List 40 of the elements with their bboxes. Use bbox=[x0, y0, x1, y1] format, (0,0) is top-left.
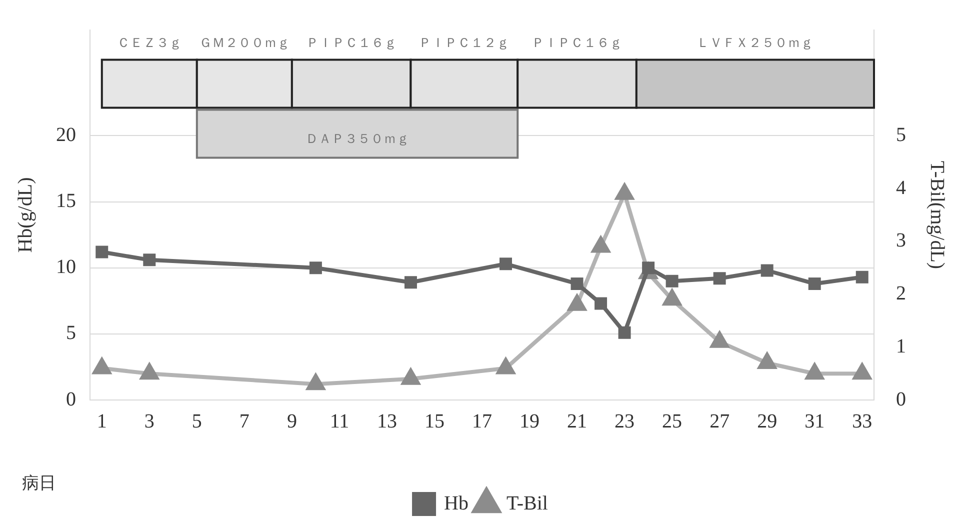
x-tick-label: 23 bbox=[614, 410, 635, 432]
y-tick-label: 5 bbox=[66, 322, 76, 344]
x-tick-label: 5 bbox=[192, 410, 202, 432]
x-axis-title: 病日 bbox=[22, 473, 56, 494]
x-tick-label: 25 bbox=[662, 410, 682, 432]
x-tick-label: 33 bbox=[852, 410, 872, 432]
x-tick-label: 29 bbox=[757, 410, 778, 432]
y2-tick-label: 1 bbox=[896, 335, 906, 358]
x-tick-label: 3 bbox=[144, 410, 154, 432]
x-tick-label: 21 bbox=[567, 410, 588, 432]
x-tick-label: 15 bbox=[424, 410, 444, 432]
y2-tick-label: 4 bbox=[896, 176, 906, 199]
band-label: ＰＩＰＣ１６ｇ bbox=[532, 36, 623, 52]
y-tick-label: 10 bbox=[56, 256, 76, 278]
band-label: ＤＡＰ３５０ｍｇ bbox=[305, 132, 410, 148]
band-label: ＣＥＺ３ｇ bbox=[116, 36, 182, 52]
x-tick-label: 17 bbox=[472, 410, 492, 432]
band-label: ＰＩＰＣ１２ｇ bbox=[418, 36, 510, 52]
x-tick-label: 9 bbox=[286, 410, 297, 432]
x-tick-label: 31 bbox=[804, 410, 825, 432]
y-tick-label: 0 bbox=[66, 388, 76, 410]
y-tick-label: 15 bbox=[56, 190, 76, 212]
y2-axis-title: T-Bil(mg/dL) bbox=[926, 160, 948, 270]
x-tick-label: 19 bbox=[520, 410, 540, 432]
y-tick-label: 20 bbox=[56, 124, 76, 146]
legend-label: T-Bil bbox=[506, 492, 548, 514]
x-tick-label: 27 bbox=[710, 410, 730, 432]
band-label: ＰＩＰＣ１６ｇ bbox=[306, 36, 397, 52]
legend-label: Hb bbox=[444, 492, 468, 514]
y2-tick-label: 5 bbox=[896, 124, 906, 146]
y2-tick-label: 2 bbox=[896, 282, 906, 305]
band-label: ＧＭ２００ｍｇ bbox=[198, 36, 290, 52]
band-label: ＬＶＦＸ２５０ｍｇ bbox=[696, 36, 814, 52]
y2-tick-label: 3 bbox=[896, 230, 906, 252]
y2-tick-label: 0 bbox=[896, 388, 906, 410]
x-tick-label: 1 bbox=[96, 410, 107, 432]
y-axis-title: Hb(g/dL) bbox=[14, 177, 36, 253]
x-tick-label: 13 bbox=[376, 410, 397, 432]
x-tick-label: 7 bbox=[239, 410, 250, 432]
x-tick-label: 11 bbox=[330, 410, 350, 432]
